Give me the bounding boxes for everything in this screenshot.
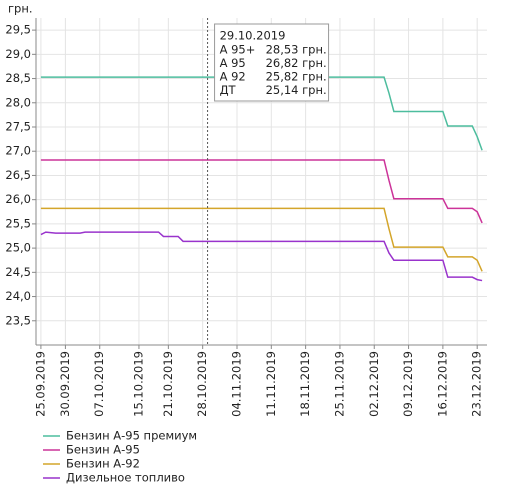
x-tick-label: 28.10.2019 [195, 351, 209, 417]
x-tick-label: 04.11.2019 [229, 351, 243, 417]
y-tick-label: 26,5 [5, 168, 31, 182]
tooltip-label: А 92 [220, 70, 246, 84]
tooltip-value: 26,82 грн. [266, 56, 327, 70]
series-line [40, 231, 483, 282]
y-tick-label: 27,5 [5, 120, 31, 134]
x-tick-label: 11.11.2019 [264, 351, 278, 417]
legend-label: Бензин А-95 премиум [66, 429, 197, 443]
y-tick-label: 26,0 [5, 192, 31, 206]
x-tick-label: 15.10.2019 [131, 351, 145, 417]
legend-label: Дизельное топливо [66, 471, 185, 485]
x-tick-label: 21.10.2019 [161, 351, 175, 417]
x-tick-label: 23.12.2019 [470, 351, 484, 417]
legend-label: Бензин А-95 [66, 443, 140, 457]
x-tick-label: 02.12.2019 [367, 351, 381, 417]
y-axis-unit: грн. [8, 2, 33, 16]
x-tick-label: 09.12.2019 [401, 351, 415, 417]
y-tick-label: 25,0 [5, 241, 31, 255]
legend-label: Бензин А-92 [66, 457, 140, 471]
tooltip-label: ДТ [220, 83, 237, 97]
tooltip-value: 25,14 грн. [266, 83, 327, 97]
series-line [40, 207, 483, 272]
y-tick-label: 24,0 [5, 289, 31, 303]
y-tick-label: 24,5 [5, 265, 31, 279]
x-tick-label: 07.10.2019 [92, 351, 106, 417]
tooltip-box [214, 23, 330, 102]
series-line [40, 76, 483, 151]
tooltip-label: А 95 [220, 56, 246, 70]
tooltip-value: 25,82 грн. [266, 70, 327, 84]
y-tick-label: 29,0 [5, 47, 31, 61]
y-tick-label: 25,5 [5, 216, 31, 230]
x-tick-label: 25.11.2019 [332, 351, 346, 417]
series-line [40, 159, 483, 224]
x-tick-label: 30.09.2019 [58, 351, 72, 417]
tooltip-value: 28,53 грн. [266, 43, 327, 57]
y-tick-label: 28,5 [5, 71, 31, 85]
y-tick-label: 29,5 [5, 23, 31, 37]
x-tick-label: 18.11.2019 [298, 351, 312, 417]
x-tick-label: 25.09.2019 [33, 351, 47, 417]
tooltip-date: 29.10.2019 [220, 29, 286, 43]
x-tick-label: 16.12.2019 [435, 351, 449, 417]
y-tick-label: 28,0 [5, 95, 31, 109]
tooltip-label: А 95+ [220, 43, 256, 57]
y-tick-label: 23,5 [5, 313, 31, 327]
y-tick-label: 27,0 [5, 144, 31, 158]
